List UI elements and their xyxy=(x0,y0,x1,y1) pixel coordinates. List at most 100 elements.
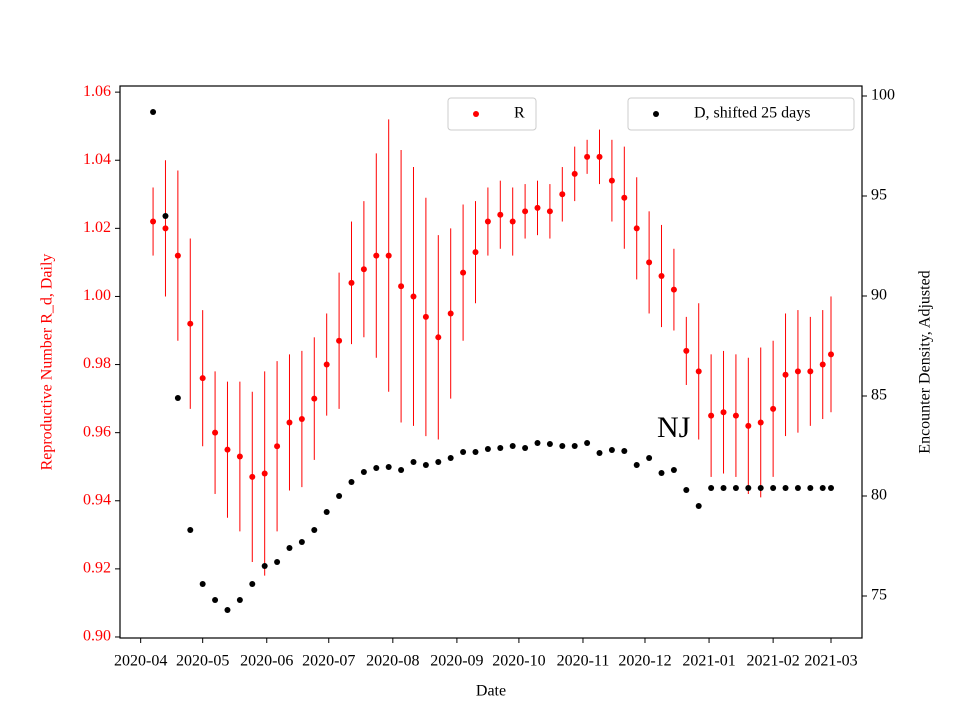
point xyxy=(224,607,231,613)
point xyxy=(348,279,355,286)
point xyxy=(385,252,392,259)
legend-marker xyxy=(653,111,659,117)
legend-label: R xyxy=(514,105,525,122)
point xyxy=(472,249,479,256)
y2-axis-label: Encounter Density, Adjusted xyxy=(917,270,934,453)
point xyxy=(212,597,219,603)
legend-marker xyxy=(473,111,479,117)
point xyxy=(571,170,578,177)
point xyxy=(596,153,603,160)
y-tick-label: 0.94 xyxy=(83,491,111,508)
point xyxy=(484,218,491,225)
legend-label: D, shifted 25 days xyxy=(694,105,810,122)
point xyxy=(770,485,777,491)
point xyxy=(794,368,801,375)
point xyxy=(720,485,727,491)
point xyxy=(150,218,157,225)
y2-tick-label: 85 xyxy=(871,387,887,404)
point xyxy=(410,293,417,300)
point xyxy=(732,485,739,491)
point xyxy=(298,416,305,423)
point xyxy=(509,218,516,225)
point xyxy=(658,470,665,476)
point xyxy=(348,479,355,485)
point xyxy=(807,485,814,491)
y-tick-label: 1.02 xyxy=(83,219,111,236)
point xyxy=(422,462,429,468)
point xyxy=(286,545,293,551)
point xyxy=(323,361,330,368)
point xyxy=(398,283,405,290)
y2-tick-label: 75 xyxy=(871,587,887,604)
point xyxy=(360,266,367,273)
plot-area xyxy=(120,86,862,638)
legend-box xyxy=(447,97,537,131)
x-tick-label: 2020-10 xyxy=(492,653,545,670)
point xyxy=(410,459,417,465)
y-tick-label: 1.04 xyxy=(83,151,111,168)
point xyxy=(435,334,442,341)
point xyxy=(187,320,194,327)
point xyxy=(621,448,628,454)
point xyxy=(174,395,181,401)
point xyxy=(460,449,467,455)
y-tick-label: 0.90 xyxy=(83,628,111,645)
point xyxy=(782,485,789,491)
x-tick-label: 2020-08 xyxy=(366,653,419,670)
point xyxy=(608,447,615,453)
point xyxy=(695,368,702,375)
point xyxy=(732,412,739,419)
point xyxy=(398,467,405,473)
point xyxy=(708,485,715,491)
point xyxy=(509,443,516,449)
y-tick-label: 1.00 xyxy=(83,287,111,304)
point xyxy=(646,455,653,461)
point xyxy=(646,259,653,266)
point xyxy=(794,485,801,491)
plot-frame xyxy=(119,85,863,639)
point xyxy=(708,412,715,419)
point xyxy=(546,208,553,215)
point xyxy=(670,467,677,473)
y2-tick-label: 100 xyxy=(871,87,895,104)
point xyxy=(633,462,640,468)
point xyxy=(261,563,268,569)
point xyxy=(162,225,169,232)
x-tick-label: 2020-04 xyxy=(114,653,167,670)
point xyxy=(311,395,318,402)
point xyxy=(336,493,343,499)
point xyxy=(584,153,591,160)
x-axis-label: Date xyxy=(476,683,506,700)
point xyxy=(174,252,181,259)
point xyxy=(472,449,479,455)
x-tick-label: 2020-12 xyxy=(618,653,671,670)
point xyxy=(608,177,615,184)
annotation: NJ xyxy=(657,411,691,444)
point xyxy=(447,310,454,317)
point xyxy=(360,469,367,475)
x-tick-label: 2021-01 xyxy=(682,653,735,670)
x-tick-label: 2020-11 xyxy=(557,653,610,670)
y2-tick-label: 95 xyxy=(871,187,887,204)
point xyxy=(236,597,243,603)
point xyxy=(249,581,256,587)
point xyxy=(596,450,603,456)
x-tick-label: 2020-05 xyxy=(176,653,229,670)
point xyxy=(212,429,219,436)
point xyxy=(745,422,752,429)
point xyxy=(385,464,392,470)
point xyxy=(323,509,330,515)
point xyxy=(199,375,206,382)
point xyxy=(236,453,243,460)
point xyxy=(683,487,690,493)
y-tick-label: 1.06 xyxy=(83,83,111,100)
y-tick-label: 0.92 xyxy=(83,560,111,577)
x-tick-label: 2020-06 xyxy=(240,653,293,670)
point xyxy=(757,485,764,491)
point xyxy=(274,559,281,565)
point xyxy=(571,443,578,449)
legend-box xyxy=(627,97,855,131)
y-axis-label: Reproductive Number R_d, Daily xyxy=(39,254,56,471)
point xyxy=(336,337,343,344)
